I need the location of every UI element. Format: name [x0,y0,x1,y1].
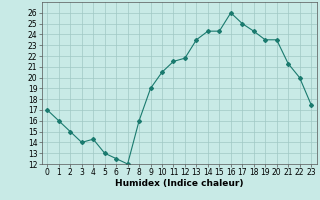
X-axis label: Humidex (Indice chaleur): Humidex (Indice chaleur) [115,179,244,188]
